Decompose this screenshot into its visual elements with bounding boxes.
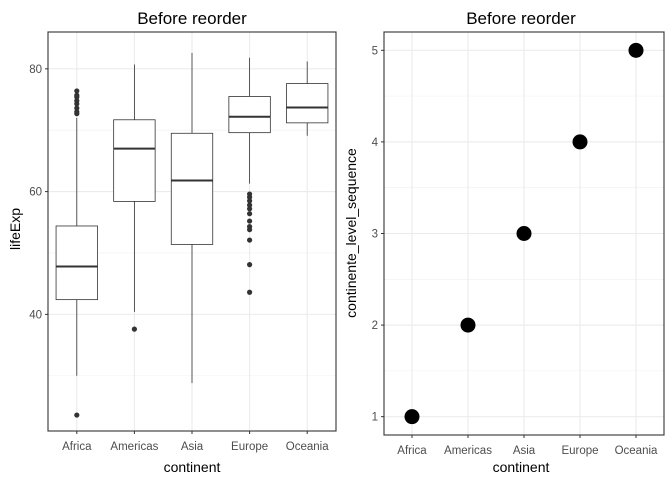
x-tick-label: Africa [397, 445, 427, 457]
box-iqr [55, 225, 98, 301]
y-tick-label: 4 [372, 137, 379, 149]
box-iqr [113, 119, 156, 202]
x-tick-label: Oceania [286, 441, 329, 453]
y-tick-label: 80 [29, 64, 42, 76]
point-asia [516, 226, 532, 241]
box-iqr [170, 132, 214, 245]
x-tick-label: Europe [231, 441, 268, 453]
boxplot-title: Before reorder [137, 9, 247, 28]
x-tick-label: Africa [62, 441, 92, 453]
box-iqr [286, 83, 329, 124]
outlier-point [74, 109, 80, 115]
y-tick-label: 3 [372, 229, 378, 241]
point-europe [572, 134, 588, 150]
outlier-point [247, 289, 253, 295]
point-oceania [628, 42, 644, 58]
x-tick-label: Asia [513, 445, 536, 457]
point-americas [460, 317, 476, 333]
scatter-title: Before reorder [466, 9, 576, 28]
outlier-point [74, 105, 80, 111]
y-tick-label: 40 [29, 309, 42, 321]
x-tick-label: Americas [444, 445, 492, 457]
outlier-point [247, 206, 253, 212]
y-tick-label: 1 [372, 412, 378, 424]
y-tick-label: 60 [29, 187, 42, 199]
outlier-point [247, 202, 253, 208]
outlier-point [74, 88, 80, 94]
box-europe [228, 57, 271, 295]
outlier-point [74, 412, 80, 418]
outlier-point [74, 92, 80, 98]
boxplot-x-axis-title: continent [164, 459, 221, 475]
y-tick-label: 5 [372, 45, 378, 57]
gridlines [384, 32, 664, 435]
box-asia [170, 52, 214, 384]
outlier-point [247, 262, 253, 268]
x-tick-label: Asia [181, 441, 204, 453]
x-tick-label: Oceania [615, 445, 658, 457]
box-africa [55, 88, 98, 418]
outlier-point [247, 223, 253, 230]
y-tick-label: 2 [372, 320, 378, 332]
x-tick-label: Americas [110, 441, 158, 453]
outlier-point [247, 198, 253, 204]
boxplot-y-axis-title: lifeExp [7, 208, 23, 250]
scatter-y-axis-title: continente_level_sequence [343, 148, 359, 318]
outlier-point [131, 326, 137, 332]
outlier-point [247, 218, 253, 224]
outlier-point [247, 191, 253, 197]
outlier-point [247, 237, 253, 243]
box-iqr [228, 96, 271, 134]
scatter-x-axis-title: continent [493, 459, 550, 475]
outlier-point [74, 98, 80, 104]
box-americas [113, 64, 156, 332]
box-oceania [286, 61, 329, 136]
boxplot-panel: Before reorder continent lifeExp 40 60 80 A… [7, 9, 337, 475]
outlier-point [247, 211, 253, 217]
x-tick-label: Europe [561, 445, 598, 457]
scatter-panel: Before reorder continent continente_leve… [343, 9, 665, 475]
point-africa [404, 409, 420, 425]
